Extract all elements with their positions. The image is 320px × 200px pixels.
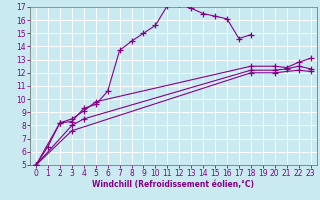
X-axis label: Windchill (Refroidissement éolien,°C): Windchill (Refroidissement éolien,°C) (92, 180, 254, 189)
